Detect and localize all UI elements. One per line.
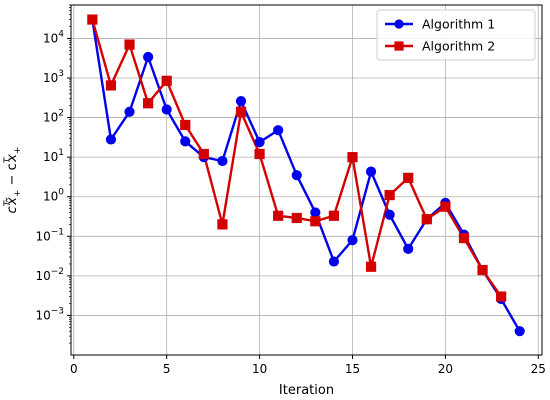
y-tick-label: 10−3	[35, 306, 64, 322]
series-lines	[91, 19, 521, 332]
data-point-algorithm-1	[217, 155, 228, 167]
y-tick-label: 10−2	[35, 267, 64, 283]
legend-marker-algorithm-2	[394, 41, 404, 51]
x-tick-label: 0	[70, 362, 78, 376]
data-point-algorithm-1	[254, 137, 265, 148]
y-tick-label: 103	[43, 69, 64, 85]
data-point-algorithm-2	[143, 98, 154, 109]
x-tick-label: 5	[163, 362, 171, 376]
data-point-algorithm-2	[310, 216, 321, 227]
x-axis-ticks: 0 5 10 15 20 25	[70, 355, 546, 376]
data-point-algorithm-2	[161, 75, 172, 86]
data-point-algorithm-2	[384, 189, 395, 201]
x-axis-label: Iteration	[279, 383, 334, 398]
data-point-algorithm-1	[124, 106, 135, 117]
data-point-algorithm-2	[273, 210, 284, 221]
data-point-algorithm-2	[347, 152, 358, 163]
data-point-algorithm-1	[105, 134, 117, 145]
y-tick-label: 10−1	[35, 227, 64, 243]
x-tick-label: 15	[345, 362, 360, 376]
data-point-algorithm-1	[143, 51, 154, 63]
data-point-algorithm-2	[87, 14, 98, 25]
y-tick-label: 104	[43, 29, 64, 45]
plot-area-frame	[70, 4, 543, 356]
x-tick-label: 10	[252, 362, 267, 376]
data-point-algorithm-1	[273, 125, 284, 136]
y-tick-label: 100	[43, 188, 64, 204]
x-tick-label: 20	[438, 362, 453, 376]
y-axis-label: cTx̃+ − cTx+	[3, 147, 23, 214]
data-point-algorithm-2	[328, 210, 340, 221]
data-point-algorithm-2	[124, 39, 135, 50]
y-tick-label: 102	[43, 109, 64, 125]
data-point-algorithm-1	[365, 166, 377, 177]
legend-marker-algorithm-1	[394, 19, 404, 29]
data-point-algorithm-2	[180, 119, 191, 131]
y-tick-label: 101	[43, 148, 64, 164]
data-point-algorithm-1	[161, 104, 172, 115]
legend-label-algorithm-2: Algorithm 2	[422, 39, 495, 54]
data-point-algorithm-2	[496, 291, 507, 302]
data-point-algorithm-2	[217, 219, 228, 230]
data-point-algorithm-2	[477, 264, 488, 276]
data-point-algorithm-2	[198, 148, 209, 160]
data-point-algorithm-1	[310, 207, 321, 218]
data-point-algorithm-1	[328, 256, 340, 267]
data-point-algorithm-2	[235, 106, 247, 117]
data-point-algorithm-1	[403, 243, 414, 255]
data-point-algorithm-2	[105, 80, 117, 91]
data-point-algorithm-1	[180, 136, 191, 147]
data-point-algorithm-1	[291, 170, 302, 181]
y-axis-ticks: 10−3 10−2 10−1 100 101 102 103 104	[35, 4, 71, 344]
data-point-algorithm-1	[235, 96, 247, 107]
data-point-algorithm-2	[254, 148, 265, 160]
data-point-algorithm-2	[365, 261, 377, 272]
data-point-algorithm-2	[403, 172, 414, 183]
legend-label-algorithm-1: Algorithm 1	[422, 17, 495, 32]
series-line-algorithm-2	[91, 19, 503, 298]
data-point-algorithm-2	[458, 233, 470, 244]
data-point-algorithm-1	[384, 209, 395, 220]
data-point-algorithm-2	[291, 212, 302, 224]
data-point-algorithm-1	[347, 235, 358, 246]
x-tick-label: 25	[531, 362, 546, 376]
series-markers	[87, 14, 525, 337]
legend: Algorithm 1 Algorithm 2	[376, 9, 536, 61]
legend-box	[376, 9, 536, 61]
series-line-algorithm-1	[91, 19, 521, 332]
data-point-algorithm-1	[514, 326, 525, 337]
data-point-algorithm-2	[440, 201, 451, 212]
data-point-algorithm-2	[421, 214, 432, 225]
